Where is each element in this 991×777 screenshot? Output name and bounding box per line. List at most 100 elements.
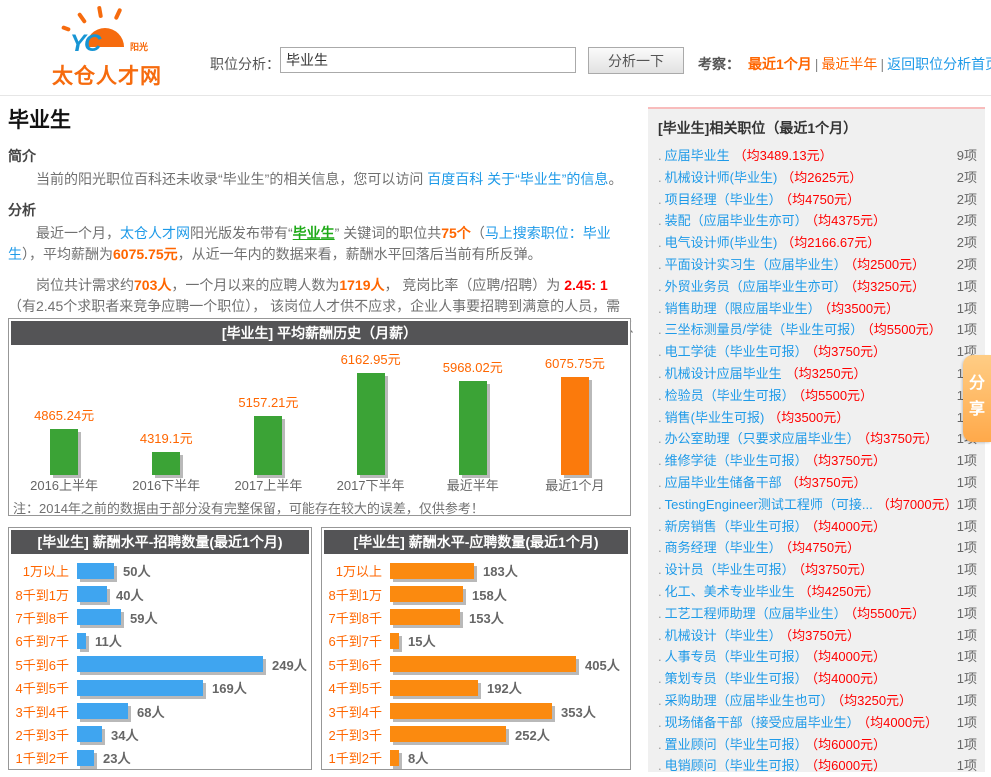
count-bar (77, 726, 102, 743)
share-button[interactable]: 分享 (963, 355, 991, 442)
count-bar (390, 586, 463, 603)
related-job-link[interactable]: 电气设计师(毕业生) (664, 235, 778, 251)
related-job-avg-salary: （均3250元） (850, 278, 926, 294)
salary-bar-value: 5157.21元 (238, 395, 299, 410)
link-last-half-year[interactable]: 最近半年 (821, 56, 878, 72)
related-job-count: 1项 (956, 671, 977, 687)
bullet: . (658, 365, 662, 381)
bullet: . (658, 322, 662, 338)
related-job-link[interactable]: 项目经理（毕业生） (664, 191, 782, 207)
link-back-to-analysis-home[interactable]: 返回职位分析首页 (887, 56, 991, 72)
salary-range-label: 4千到5千 (328, 681, 382, 697)
related-job-avg-salary: （均4250元） (798, 583, 880, 599)
keyword-link[interactable]: 毕业生 (292, 225, 335, 241)
related-job-item: . 采购助理（应届毕业生也可） （均3250元） 1项 (648, 690, 985, 712)
related-job-item: . 策划专员（毕业生可报） （均4000元） 1项 (648, 668, 985, 690)
about-keyword-link[interactable]: 关于“毕业生”的信息 (487, 171, 609, 187)
bar-row: 1千到2千 8人 (322, 746, 630, 769)
related-job-link[interactable]: 商务经理（毕业生） (664, 540, 782, 556)
related-job-count: 1项 (956, 474, 977, 490)
bullet: . (658, 714, 662, 730)
related-job-item: . TestingEngineer测试工程师（可接... （均7000元） 1项 (648, 494, 985, 516)
related-job-link[interactable]: 工艺工程师助理（应届毕业生） (664, 605, 847, 621)
related-job-link[interactable]: 销售助理（限应届毕业生） (664, 300, 821, 316)
job-search-input[interactable] (280, 47, 576, 73)
salary-range-label: 8千到1万 (15, 587, 69, 603)
search-now-link[interactable]: 马上搜索职位：毕业生 (8, 225, 611, 262)
recruit-chart-rows: 1万以上 50人 8千到1万 40人 7千到8千 59人 6千到7千 11人 5千到6千 249人… (9, 556, 311, 770)
count-bar (77, 656, 263, 673)
salary-chart-note: 注：2014年之前的数据由于部分没有完整保留，可能存在较大的误差，仅供参考！ (13, 501, 484, 516)
related-job-link[interactable]: 应届毕业生 (664, 148, 730, 163)
link-separator: | (814, 56, 819, 72)
baidu-baike-link[interactable]: 百度百科 (427, 171, 484, 187)
salary-range-label: 7千到8千 (15, 610, 69, 626)
related-job-link[interactable]: 机械设计师(毕业生) (664, 169, 778, 185)
related-job-link[interactable]: 置业顾问（毕业生可报） (664, 736, 808, 752)
salary-bar (254, 416, 283, 475)
related-job-link[interactable]: 机械设计（毕业生） (664, 627, 782, 643)
site-link[interactable]: 太仓人才网 (120, 225, 190, 241)
bar-row: 1千到2千 23人 (9, 746, 311, 769)
related-job-link[interactable]: 现场储备干部（接受应届毕业生） (664, 714, 860, 730)
related-job-count: 1项 (956, 714, 977, 730)
link-last-month[interactable]: 最近1个月 (748, 56, 812, 72)
related-job-item: . 项目经理（毕业生） （均4750元） 2项 (648, 189, 985, 211)
related-job-item: . 工艺工程师助理（应届毕业生） （均5500元） 1项 (648, 603, 985, 625)
salary-bar (356, 373, 385, 475)
site-logo[interactable]: YC 阳光 太仓人才网 (52, 5, 202, 90)
bar-row: 2千到3千 34人 (9, 723, 311, 746)
salary-range-label: 7千到8千 (328, 610, 382, 626)
bullet: . (658, 256, 662, 272)
related-job-link[interactable]: 检验员（毕业生可报） (664, 387, 795, 403)
related-job-avg-salary: （均3500元） (824, 300, 900, 316)
salary-bar-group: 5157.21元 (217, 347, 319, 475)
related-job-count: 1项 (956, 627, 977, 643)
related-job-link[interactable]: 应届毕业生储备干部 (664, 474, 782, 490)
related-job-link[interactable]: 三坐标测量员/学徒（毕业生可报） (664, 322, 864, 338)
related-job-link[interactable]: 电销顾问（毕业生可报） (664, 758, 808, 774)
salary-range-label: 6千到7千 (15, 634, 69, 650)
related-job-count: 1项 (956, 518, 977, 534)
salary-bar (152, 452, 181, 475)
related-job-avg-salary: （均3750元） (863, 431, 939, 447)
related-job-link[interactable]: 平面设计实习生（应届毕业生） (664, 256, 847, 272)
related-job-avg-salary: （均3250元） (785, 365, 867, 381)
bar-row: 8千到1万 40人 (9, 582, 311, 605)
related-job-link[interactable]: 设计员（毕业生可报） (664, 562, 795, 578)
salary-bar-group: 5968.02元 (422, 347, 524, 475)
count-bar (77, 749, 94, 766)
count-value: 59人 (130, 610, 158, 626)
salary-bar (50, 429, 79, 475)
related-job-link[interactable]: 维修学徒（毕业生可报） (664, 453, 808, 469)
count-bar (77, 609, 121, 626)
count-value: 23人 (103, 751, 131, 767)
related-job-link[interactable]: 人事专员（毕业生可报） (664, 649, 808, 665)
count-value: 405人 (585, 657, 620, 673)
salary-bar-value: 6162.95元 (340, 352, 401, 367)
related-job-link[interactable]: TestingEngineer测试工程师（可接... (664, 496, 873, 512)
avg-salary-value: 6075.75元 (113, 246, 178, 262)
related-job-link[interactable]: 外贸业务员（应届毕业生亦可） (664, 278, 847, 294)
salary-bar-category: 最近半年 (446, 478, 499, 493)
related-job-link[interactable]: 销售(毕业生可报) (664, 409, 765, 425)
bullet: . (658, 344, 662, 360)
related-job-link[interactable]: 办公室助理（只要求应届毕业生） (664, 431, 860, 447)
sidebar-title: [毕业生]相关职位（最近1个月） (658, 120, 858, 136)
ratio-value: 2.45: 1 (564, 277, 608, 293)
related-job-link[interactable]: 新房销售（毕业生可报） (664, 518, 808, 534)
related-job-item: . 人事专员（毕业生可报） （均4000元） 1项 (648, 646, 985, 668)
related-job-count: 1项 (956, 562, 977, 578)
analyze-button[interactable]: 分析一下 (588, 47, 684, 74)
related-job-link[interactable]: 机械设计应届毕业生 (664, 365, 782, 381)
related-job-link[interactable]: 化工、美术专业毕业生 (664, 583, 795, 599)
salary-range-label: 5千到6千 (15, 657, 69, 673)
related-job-item: .办公室助理（只要求应届毕业生）（均3750元）1项 (648, 428, 985, 450)
count-bar (390, 562, 474, 579)
related-job-link[interactable]: 电工学徒（毕业生可报） (664, 344, 808, 360)
related-job-link[interactable]: 策划专员（毕业生可报） (664, 671, 808, 687)
bullet: . (658, 605, 662, 621)
related-job-link[interactable]: 采购助理（应届毕业生也可） (664, 692, 834, 708)
intro-paragraph: 当前的阳光职位百科还未收录“毕业生”的相关信息，您可以访问 百度百科 关于“毕业… (36, 171, 623, 187)
related-job-link[interactable]: 装配（应届毕业生亦可） (664, 213, 808, 229)
